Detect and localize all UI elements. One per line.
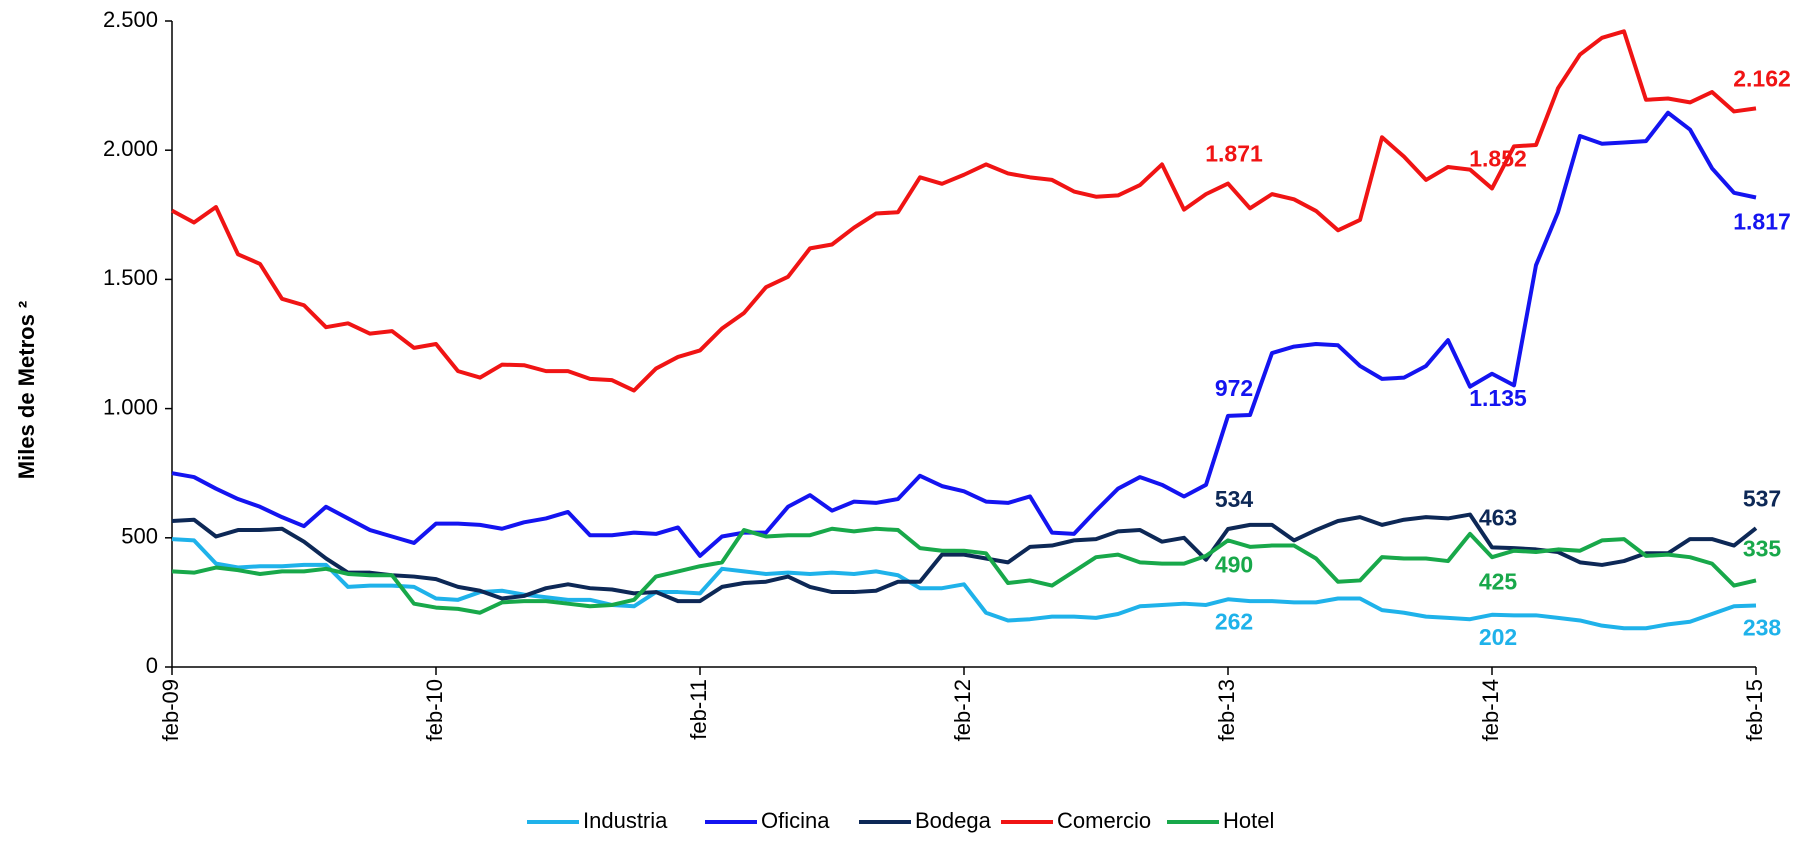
y-tick-label: 0 <box>146 653 158 678</box>
y-axis-title: Miles de Metros ² <box>14 301 39 479</box>
data-label: 238 <box>1743 615 1782 641</box>
legend-label: Bodega <box>915 808 992 833</box>
x-tick-label: feb-15 <box>1742 679 1767 741</box>
x-tick-label: feb-10 <box>422 679 447 741</box>
data-label: 425 <box>1479 568 1518 594</box>
x-tick-label: feb-13 <box>1214 679 1239 741</box>
series-line <box>171 512 1758 604</box>
legend-label: Hotel <box>1223 808 1274 833</box>
series-line <box>171 526 1757 615</box>
data-label: 490 <box>1215 551 1253 577</box>
series-line <box>171 537 1757 631</box>
y-tick-label: 1.500 <box>103 265 158 290</box>
data-label: 537 <box>1743 485 1781 511</box>
x-tick-label: feb-09 <box>158 679 183 741</box>
data-label: 1.817 <box>1733 209 1791 235</box>
legend-label: Comercio <box>1057 808 1151 833</box>
series-line <box>171 110 1757 558</box>
data-label: 534 <box>1215 486 1254 512</box>
y-tick-label: 1.000 <box>103 394 158 419</box>
data-label: 1.871 <box>1205 141 1263 167</box>
x-tick-label: feb-11 <box>686 679 711 740</box>
legend-label: Oficina <box>761 808 830 833</box>
y-tick-label: 2.500 <box>103 7 158 32</box>
y-tick-label: 500 <box>121 524 158 549</box>
x-tick-label: feb-12 <box>950 679 975 741</box>
data-label: 202 <box>1479 624 1517 650</box>
x-tick-label: feb-14 <box>1478 679 1503 741</box>
series-line <box>171 29 1757 393</box>
data-label: 1.135 <box>1469 385 1527 411</box>
data-label: 463 <box>1479 504 1517 530</box>
y-tick-label: 2.000 <box>103 136 158 161</box>
data-label: 1.852 <box>1469 146 1527 172</box>
data-label: 972 <box>1215 375 1253 401</box>
data-label: 2.162 <box>1733 65 1791 91</box>
legend-label: Industria <box>583 808 668 833</box>
data-label: 262 <box>1215 608 1253 634</box>
data-label: 335 <box>1743 536 1782 562</box>
